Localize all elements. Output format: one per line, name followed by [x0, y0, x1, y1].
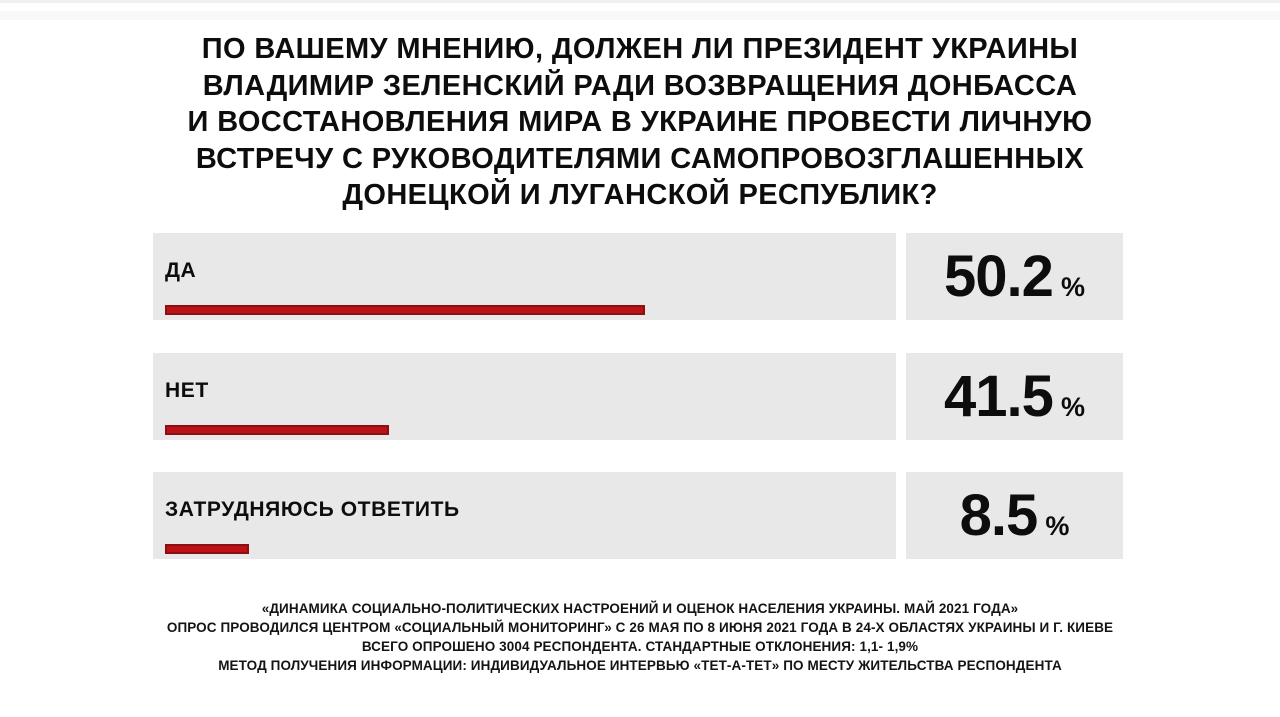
value-number: 8.5 [959, 483, 1039, 548]
poll-question-title: ПО ВАШЕМУ МНЕНИЮ, ДОЛЖЕН ЛИ ПРЕЗИДЕНТ УК… [60, 31, 1220, 214]
value-box: 50.2 % [906, 233, 1123, 320]
title-line-5: ДОНЕЦКОЙ И ЛУГАНСКОЙ РЕСПУБЛИК? [342, 179, 938, 211]
bar-label: ЗАТРУДНЯЮСЬ ОТВЕТИТЬ [165, 498, 460, 521]
top-divider-line [0, 0, 1280, 11]
footnote-line-1: «ДИНАМИКА СОЦИАЛЬНО-ПОЛИТИЧЕСКИХ НАСТРОЕ… [261, 601, 1019, 616]
bar-row-yes: ДА 50.2 % [153, 233, 1123, 320]
value-box: 41.5 % [906, 353, 1123, 440]
footnote-line-3: ВСЕГО ОПРОШЕНО 3004 РЕСПОНДЕНТА. СТАНДАР… [361, 639, 919, 654]
title-line-1: ПО ВАШЕМУ МНЕНИЮ, ДОЛЖЕН ЛИ ПРЕЗИДЕНТ УК… [201, 33, 1079, 65]
value-box: 8.5 % [906, 472, 1123, 559]
percent-sign: % [1060, 272, 1085, 302]
percent-sign: % [1045, 511, 1070, 541]
title-line-4: ВСТРЕЧУ С РУКОВОДИТЕЛЯМИ САМОПРОВОЗГЛАШЕ… [195, 142, 1085, 175]
bar-track: НЕТ [153, 353, 896, 440]
bar-track: ЗАТРУДНЯЮСЬ ОТВЕТИТЬ [153, 472, 896, 559]
footnote-line-4: МЕТОД ПОЛУЧЕНИЯ ИНФОРМАЦИИ: ИНДИВИДУАЛЬН… [218, 658, 1062, 673]
bar-track: ДА [153, 233, 896, 320]
bar-row-undecided: ЗАТРУДНЯЮСЬ ОТВЕТИТЬ 8.5 % [153, 472, 1123, 559]
value-number: 41.5 [944, 364, 1054, 429]
footnote-line-2: ОПРОС ПРОВОДИЛСЯ ЦЕНТРОМ «СОЦИАЛЬНЫЙ МОН… [166, 620, 1114, 635]
bar-fill [165, 305, 645, 315]
source-footnote: «ДИНАМИКА СОЦИАЛЬНО-ПОЛИТИЧЕСКИХ НАСТРОЕ… [80, 599, 1200, 675]
bar-fill [165, 425, 389, 435]
title-line-2: ВЛАДИМИР ЗЕЛЕНСКИЙ РАДИ ВОЗВРАЩЕНИЯ ДОНБ… [202, 69, 1078, 102]
title-line-3: И ВОССТАНОВЛЕНИЯ МИРА В УКРАИНЕ ПРОВЕСТИ… [187, 106, 1093, 138]
value-number: 50.2 [944, 244, 1054, 309]
bar-fill [165, 544, 250, 554]
percent-sign: % [1060, 392, 1085, 422]
bar-label: ДА [165, 259, 197, 282]
bar-label: НЕТ [165, 379, 209, 402]
bar-row-no: НЕТ 41.5 % [153, 353, 1123, 440]
